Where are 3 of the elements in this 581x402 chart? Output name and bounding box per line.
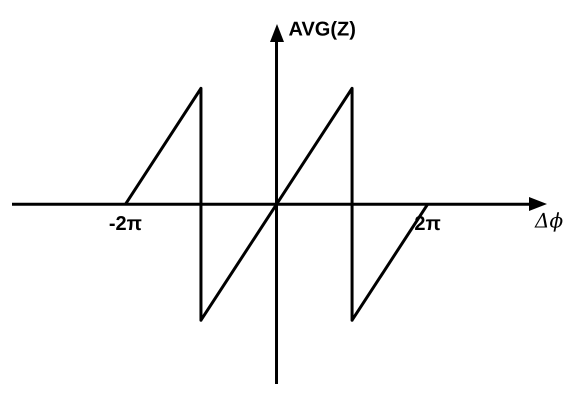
y-axis-title: AVG(Z) [288,18,356,41]
x-axis-title: Δϕ [534,208,564,233]
x-tick-label: -2π [108,212,142,235]
